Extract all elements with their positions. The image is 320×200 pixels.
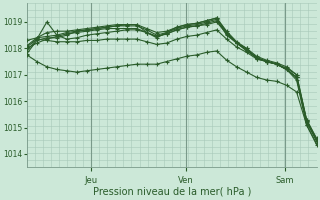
X-axis label: Pression niveau de la mer( hPa ): Pression niveau de la mer( hPa ) xyxy=(92,187,251,197)
